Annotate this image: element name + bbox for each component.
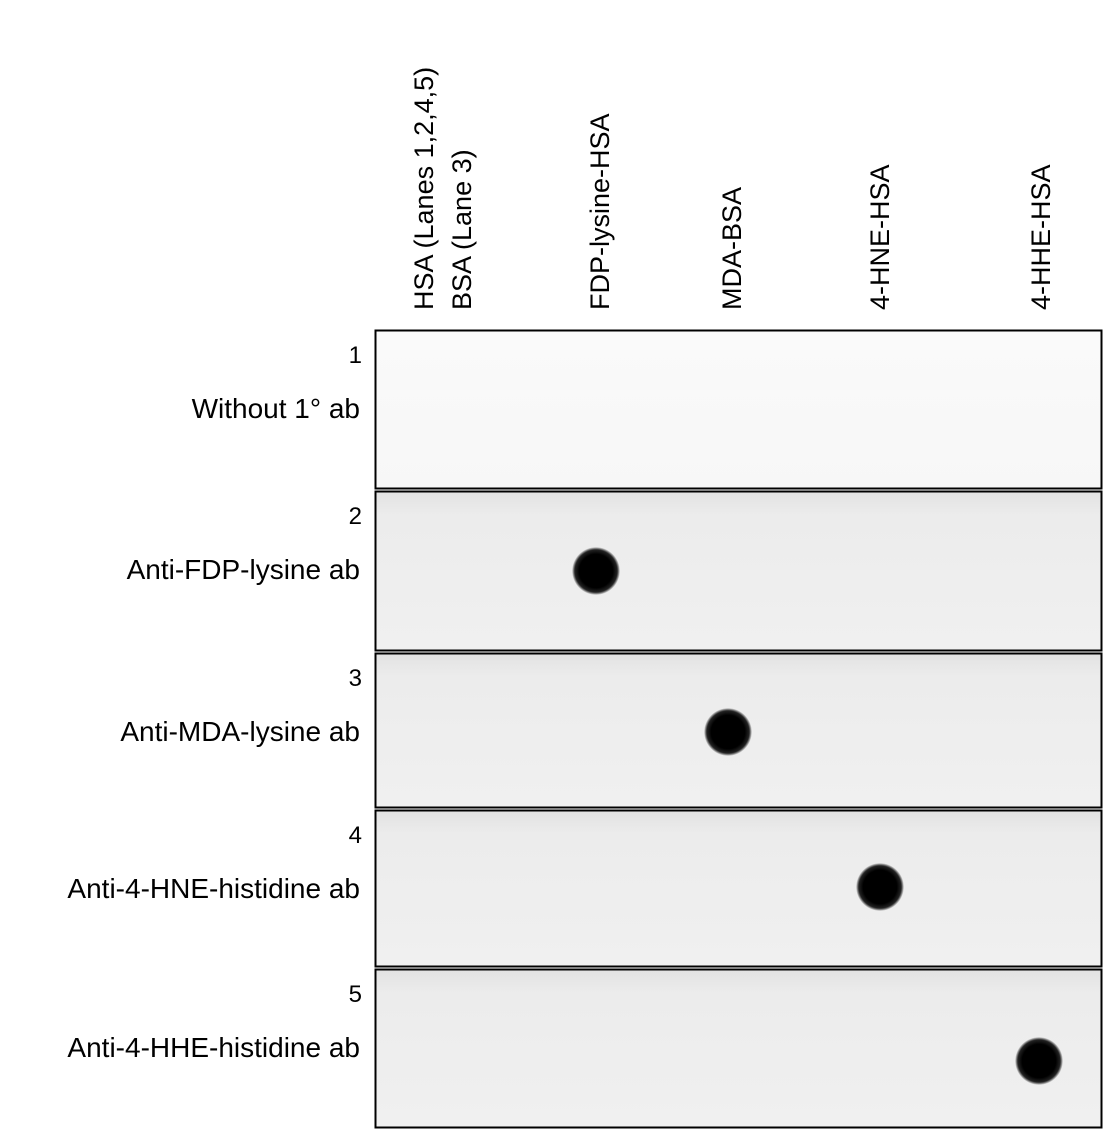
row-label: Anti-4-HHE-histidine ab — [67, 1032, 360, 1063]
column-label: FDP-lysine-HSA — [585, 113, 615, 310]
blot-panel — [374, 809, 1103, 968]
column-label: 4-HHE-HSA — [1026, 164, 1056, 310]
column-label: BSA (Lane 3) — [447, 149, 477, 310]
blot-rows: 1 Without 1° ab 2 Anti-FDP-lysine ab 3 Anti-M… — [67, 329, 1103, 1129]
blot-panel — [374, 968, 1103, 1129]
column-label: MDA-BSA — [717, 187, 747, 310]
column-labels: HSA (Lanes 1,2,4,5) BSA (Lane 3) FDP-lysin… — [409, 67, 1056, 310]
row-number: 5 — [349, 981, 362, 1008]
column-label: 4-HNE-HSA — [865, 164, 895, 310]
blot-dot — [572, 547, 620, 595]
row-number: 1 — [349, 342, 362, 369]
blot-panel — [374, 490, 1103, 652]
blot-dot — [1015, 1037, 1063, 1085]
row-label: Anti-4-HNE-histidine ab — [67, 873, 360, 904]
row-number: 4 — [349, 822, 362, 849]
blot-panel — [374, 329, 1103, 490]
row-label: Anti-FDP-lysine ab — [127, 554, 360, 585]
blot-dot — [704, 708, 752, 756]
row-label: Anti-MDA-lysine ab — [120, 716, 360, 747]
blot-dot — [856, 863, 904, 911]
row-label: Without 1° ab — [192, 393, 360, 424]
row-number: 3 — [349, 665, 362, 692]
row-number: 2 — [349, 503, 362, 530]
column-label: HSA (Lanes 1,2,4,5) — [409, 67, 439, 310]
